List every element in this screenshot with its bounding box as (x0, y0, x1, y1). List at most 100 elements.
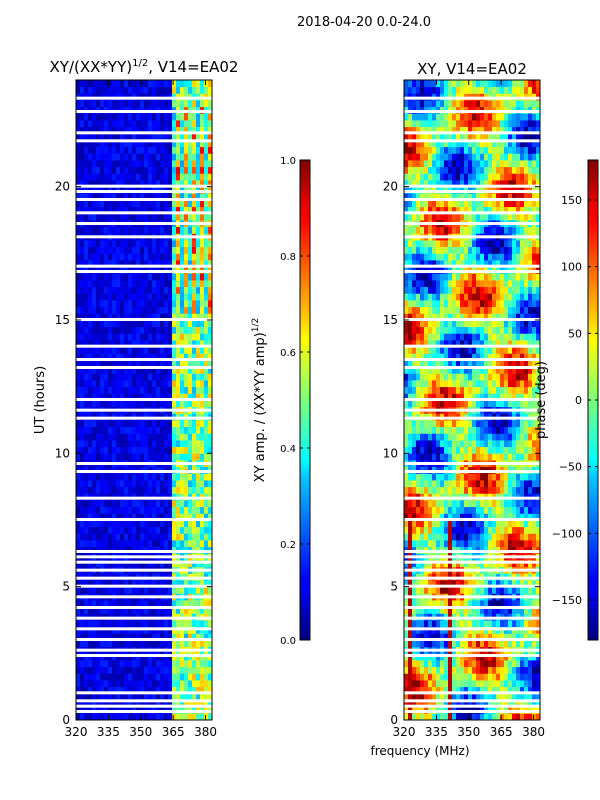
heatmap-cell (84, 580, 89, 588)
heatmap-cell (156, 313, 161, 321)
heatmap-cell (96, 226, 101, 234)
heatmap-cell (528, 480, 533, 488)
heatmap-cell (176, 246, 181, 254)
heatmap-cell (160, 200, 165, 208)
heatmap-cell (492, 640, 497, 648)
heatmap-cell (408, 520, 413, 528)
heatmap-cell (176, 133, 181, 141)
heatmap-cell (456, 660, 461, 668)
heatmap-cell (176, 80, 181, 88)
heatmap-cell (180, 260, 185, 268)
heatmap-cell (128, 120, 133, 128)
heatmap-cell (500, 446, 505, 454)
heatmap-cell (136, 500, 141, 508)
heatmap-cell (188, 713, 193, 721)
heatmap-cell (464, 580, 469, 588)
heatmap-cell (440, 453, 445, 461)
heatmap-cell (84, 306, 89, 314)
heatmap-cell (204, 373, 209, 381)
heatmap-cell (116, 340, 121, 348)
heatmap-cell (140, 446, 145, 454)
heatmap-cell (188, 286, 193, 294)
heatmap-cell (152, 393, 157, 401)
heatmap-cell (472, 606, 477, 614)
heatmap-cell (180, 126, 185, 134)
heatmap-cell (424, 433, 429, 441)
heatmap-cell (144, 306, 149, 314)
heatmap-cell (196, 640, 201, 648)
heatmap-cell (480, 633, 485, 641)
heatmap-cell (464, 606, 469, 614)
heatmap-cell (76, 633, 81, 641)
heatmap-cell (204, 140, 209, 148)
heatmap-cell (104, 86, 109, 94)
heatmap-cell (176, 540, 181, 548)
heatmap-cell (408, 680, 413, 688)
heatmap-cell (532, 660, 537, 668)
heatmap-cell (152, 333, 157, 341)
heatmap-cell (136, 120, 141, 128)
heatmap-cell (500, 640, 505, 648)
heatmap-cell (96, 400, 101, 408)
heatmap-cell (140, 326, 145, 334)
heatmap-cell (96, 113, 101, 121)
heatmap-cell (88, 633, 93, 641)
heatmap-cell (168, 113, 173, 121)
heatmap-cell (152, 686, 157, 694)
heatmap-cell (84, 713, 89, 721)
heatmap-cell (520, 540, 525, 548)
heatmap-cell (176, 520, 181, 528)
heatmap-cell (100, 386, 105, 394)
heatmap-cell (208, 586, 213, 594)
heatmap-cell (196, 360, 201, 368)
heatmap-cell (184, 446, 189, 454)
heatmap-cell (460, 433, 465, 441)
heatmap-cell (140, 673, 145, 681)
heatmap-cell (148, 440, 153, 448)
heatmap-cell (112, 400, 117, 408)
heatmap-cell (428, 540, 433, 548)
heatmap-cell (104, 133, 109, 141)
heatmap-cell (132, 226, 137, 234)
heatmap-cell (408, 586, 413, 594)
heatmap-cell (176, 193, 181, 201)
heatmap-cell (144, 133, 149, 141)
heatmap-cell (456, 620, 461, 628)
heatmap-cell (444, 580, 449, 588)
heatmap-cell (76, 386, 81, 394)
heatmap-cell (156, 673, 161, 681)
heatmap-cell (424, 633, 429, 641)
heatmap-cell (108, 600, 113, 608)
data-gap (76, 616, 212, 620)
heatmap-cell (536, 633, 541, 641)
heatmap-cell (176, 606, 181, 614)
heatmap-cell (152, 213, 157, 221)
heatmap-cell (172, 500, 177, 508)
heatmap-cell (168, 386, 173, 394)
heatmap-cell (132, 586, 137, 594)
heatmap-cell (84, 246, 89, 254)
heatmap-cell (188, 700, 193, 708)
heatmap-cell (416, 713, 421, 721)
heatmap-cell (156, 586, 161, 594)
heatmap-cell (444, 453, 449, 461)
heatmap-cell (144, 86, 149, 94)
heatmap-cell (96, 426, 101, 434)
heatmap-cell (204, 300, 209, 308)
heatmap-cell (196, 293, 201, 301)
heatmap-cell (160, 213, 165, 221)
heatmap-cell (160, 260, 165, 268)
heatmap-cell (156, 426, 161, 434)
heatmap-cell (164, 433, 169, 441)
heatmap-cell (132, 273, 137, 281)
heatmap-cell (128, 86, 133, 94)
heatmap-cell (516, 586, 521, 594)
heatmap-cell (136, 393, 141, 401)
heatmap-cell (436, 420, 441, 428)
heatmap-cell (192, 606, 197, 614)
heatmap-cell (500, 486, 505, 494)
heatmap-cell (128, 693, 133, 701)
heatmap-cell (100, 366, 105, 374)
heatmap-cell (100, 640, 105, 648)
heatmap-cell (80, 306, 85, 314)
